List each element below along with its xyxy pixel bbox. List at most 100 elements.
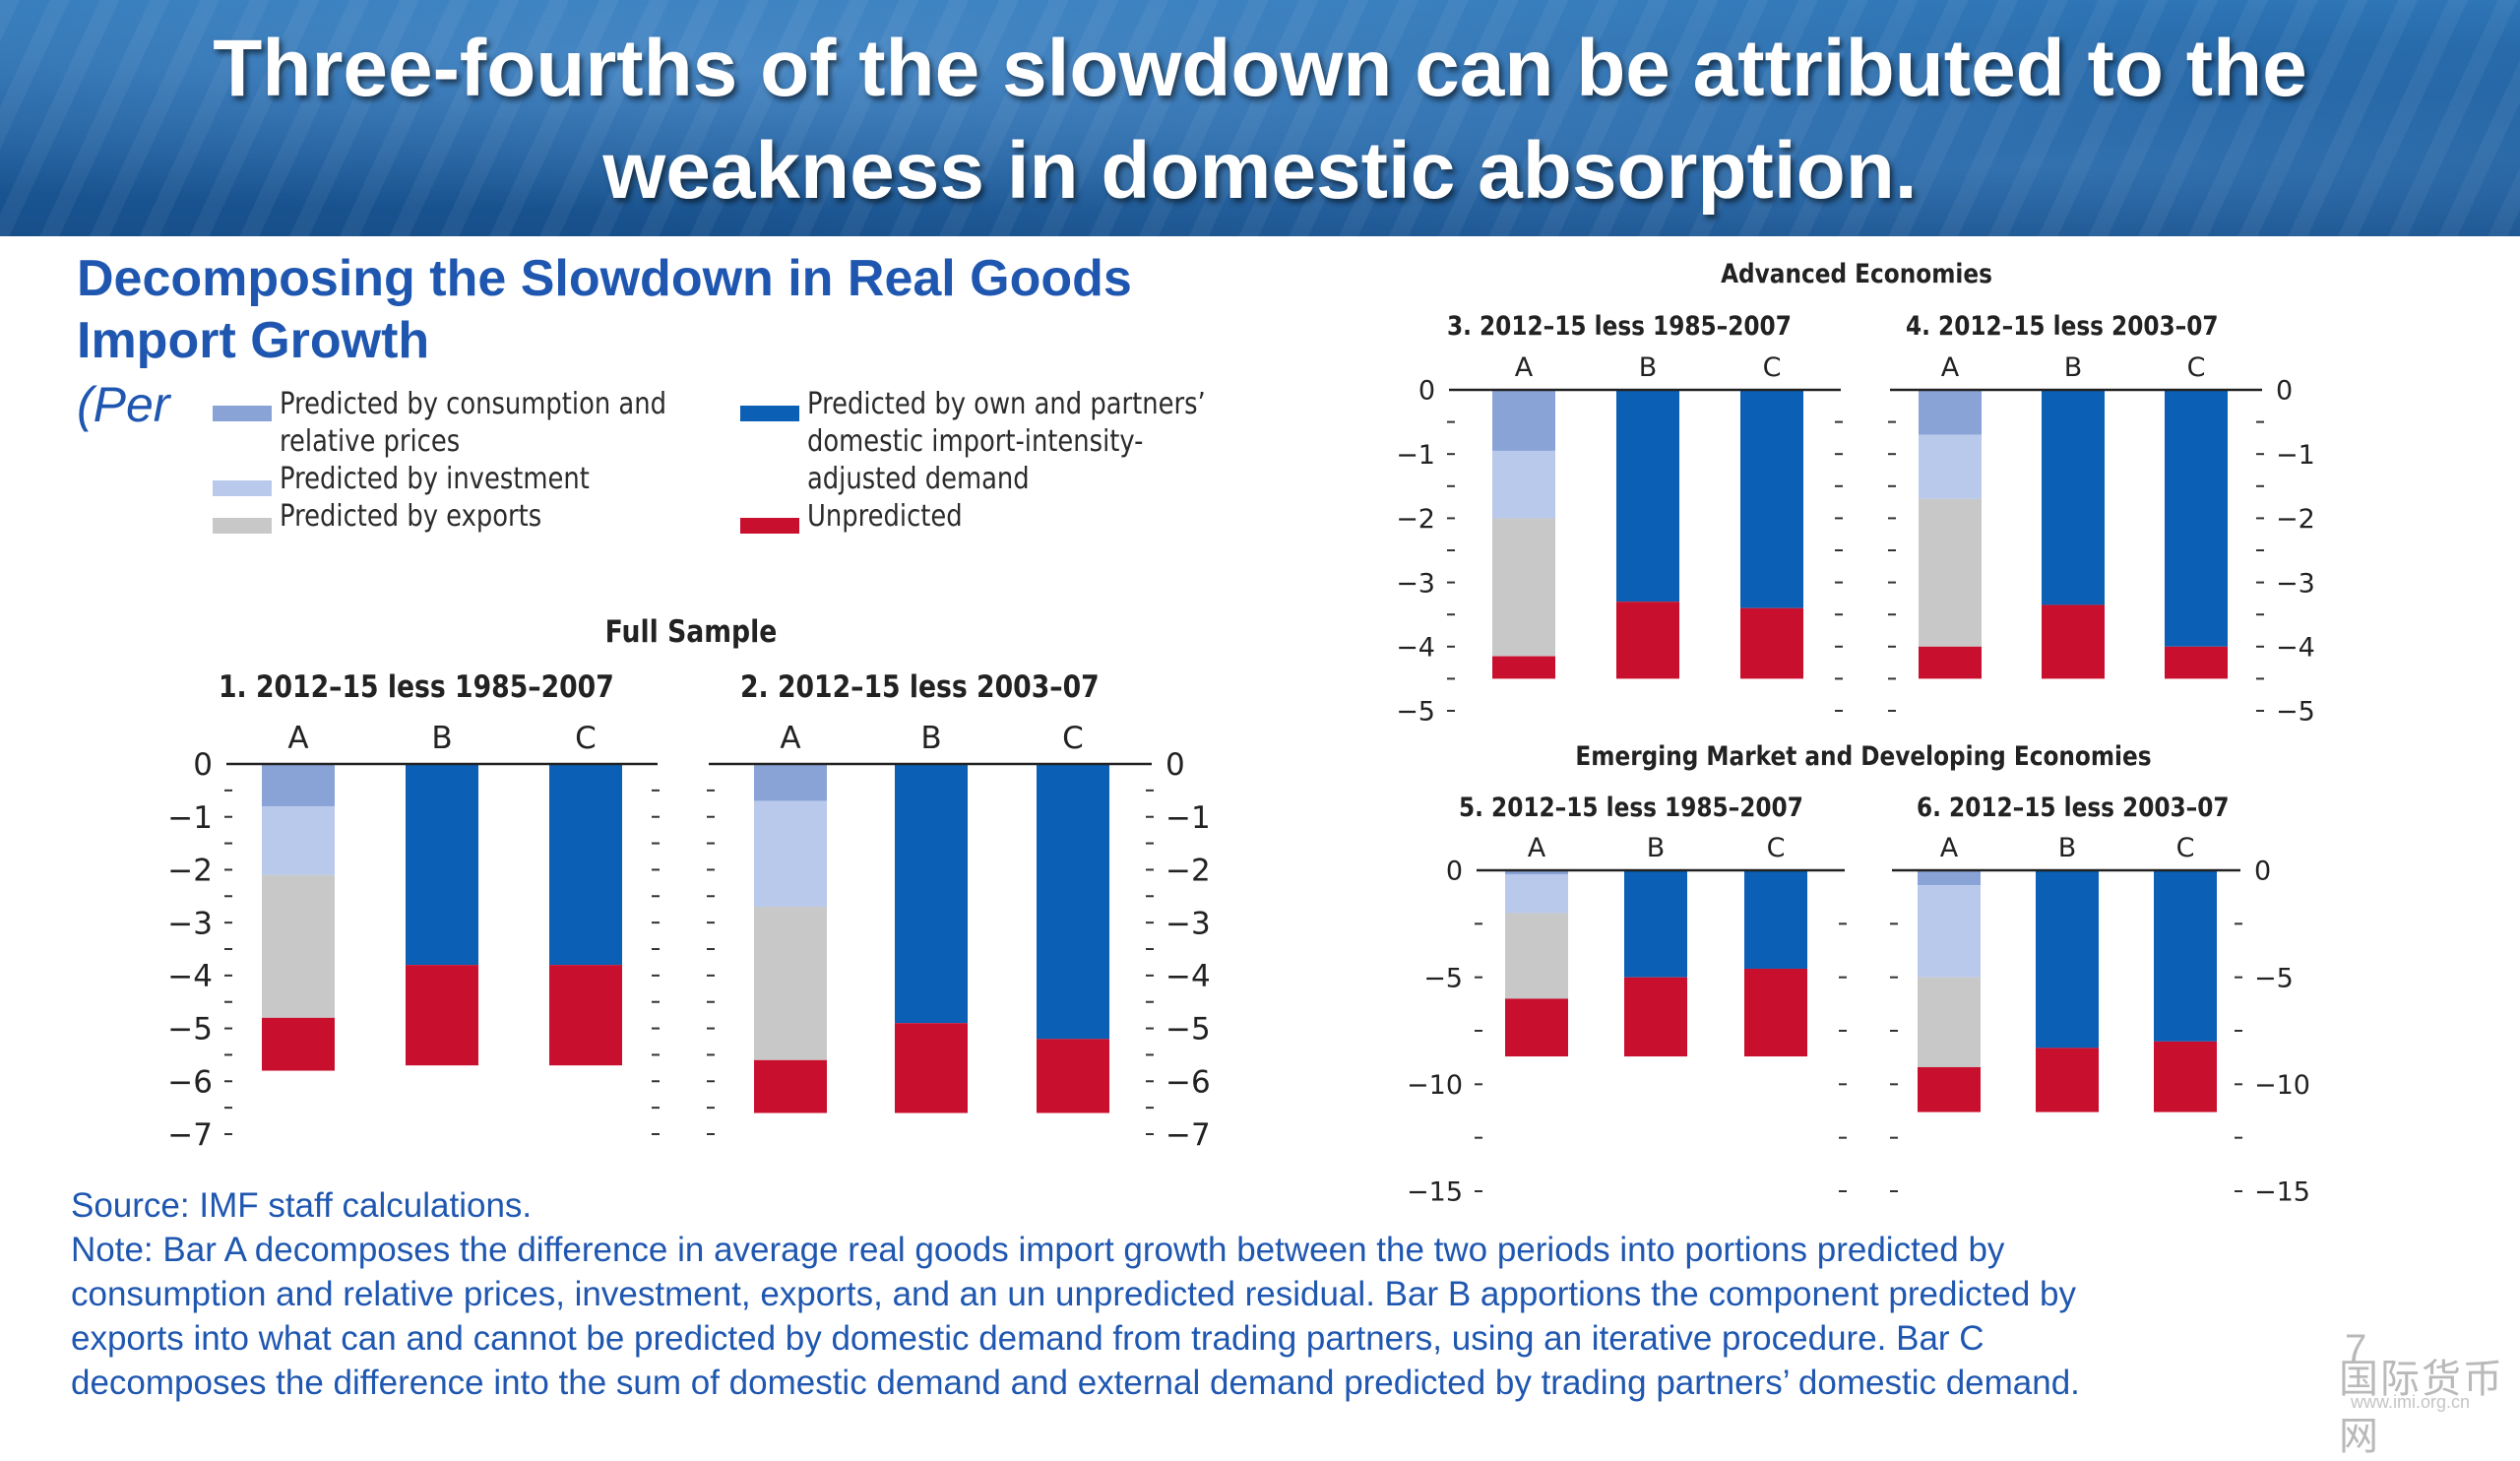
y-tick-label: −1 <box>1166 800 1211 836</box>
bar-A-unpredicted <box>1505 998 1568 1057</box>
figure-subtitle-units: (Per <box>77 377 170 432</box>
y-tick-label: −6 <box>167 1064 213 1100</box>
bar-C-demand <box>2165 390 2228 647</box>
bar-A-investment <box>1492 450 1555 519</box>
bar-B-unpredicted <box>2042 604 2105 679</box>
y-tick-label: −5 <box>1396 697 1435 728</box>
bar-A-investment <box>1918 885 1981 978</box>
category-label-C: C <box>1062 721 1084 756</box>
y-tick-label: −1 <box>2276 440 2315 471</box>
y-tick-label: −2 <box>167 854 213 889</box>
bar-A-exports <box>1919 498 1982 647</box>
y-tick-label: −5 <box>2254 963 2294 993</box>
bar-B-demand <box>1616 390 1679 603</box>
y-tick-label: −15 <box>2254 1177 2310 1208</box>
y-tick-label: −4 <box>1396 633 1435 664</box>
bar-A-investment <box>1505 874 1568 914</box>
bar-C-unpredicted <box>1740 607 1803 679</box>
y-tick-label: −5 <box>167 1012 213 1048</box>
y-tick-label: −5 <box>2276 697 2315 728</box>
category-label-C: C <box>2187 352 2206 383</box>
note-line-1: Note: Bar A decomposes the difference in… <box>71 1231 2005 1269</box>
category-label-A: A <box>780 721 800 756</box>
panel-title: 4. 2012–15 less 2003–07 <box>1906 310 2219 341</box>
category-label-A: A <box>287 721 308 756</box>
chart-panel-4: 4. 2012–15 less 2003–07 A B C 0 −1 −2 −3 −4 −5 <box>1888 310 2315 728</box>
bar-A-consumption <box>1505 870 1568 875</box>
y-tick-label: −2 <box>1166 854 1211 889</box>
bar-B-unpredicted <box>1624 977 1687 1057</box>
group-title-emerging: Emerging Market and Developing Economies <box>1575 740 2151 771</box>
category-label-C: C <box>575 721 597 756</box>
legend-label-demand: adjusted demand <box>807 462 1030 496</box>
panel-title: 3. 2012–15 less 1985–2007 <box>1447 310 1792 341</box>
bar-A-unpredicted <box>1492 656 1555 679</box>
bar-C-unpredicted <box>1744 968 1807 1057</box>
legend-swatch-unpredicted <box>740 518 799 534</box>
y-tick-label: −4 <box>1166 959 1211 994</box>
bar-A-investment <box>754 800 827 908</box>
category-label-B: B <box>431 721 452 756</box>
bar-A-consumption <box>1919 390 1982 435</box>
bar-B-unpredicted <box>406 965 478 1066</box>
legend-label-exports: Predicted by exports <box>280 499 542 534</box>
bar-C-unpredicted <box>1037 1039 1109 1113</box>
panel-title: 1. 2012–15 less 1985–2007 <box>219 668 614 704</box>
bar-B-unpredicted <box>895 1023 968 1113</box>
legend-swatch-demand <box>740 406 799 421</box>
y-tick-label: −3 <box>2276 568 2315 599</box>
figure-title: Decomposing the Slowdown in Real Goods I… <box>77 250 1132 369</box>
bar-C-demand <box>1740 390 1803 608</box>
bar-B-demand <box>1624 870 1687 978</box>
bar-B-demand <box>2036 870 2099 1048</box>
bar-B-demand <box>406 764 478 966</box>
chart-legend: Predicted by consumption and relative pri… <box>209 386 1242 553</box>
y-tick-label: −3 <box>167 906 213 941</box>
y-tick-label: −2 <box>1396 504 1435 535</box>
category-label-C: C <box>2176 833 2195 863</box>
y-tick-label: −1 <box>1396 440 1435 471</box>
panel-title: 6. 2012–15 less 2003–07 <box>1917 792 2230 822</box>
y-tick-label: −1 <box>167 800 213 836</box>
bar-B-demand <box>895 764 968 1024</box>
y-tick-label: 0 <box>1418 376 1435 407</box>
bar-A-unpredicted <box>262 1017 335 1071</box>
y-tick-label: −15 <box>1407 1177 1463 1208</box>
category-label-A: A <box>1528 833 1546 863</box>
bar-A-exports <box>262 874 335 1018</box>
chart-panel-2: 2. 2012–15 less 2003–07 A B C 0 −1 −2 −3 −4 −5 −6 −… <box>707 668 1211 1153</box>
y-tick-label: −4 <box>167 959 213 994</box>
category-label-A: A <box>1515 352 1534 383</box>
y-tick-label: −5 <box>1423 963 1463 993</box>
y-tick-label: −3 <box>1396 568 1435 599</box>
bar-C-demand <box>1744 870 1807 969</box>
category-label-A: A <box>1940 833 1959 863</box>
panel-title: 5. 2012–15 less 1985–2007 <box>1459 792 1803 822</box>
title-banner <box>0 0 2520 236</box>
y-tick-label: 0 <box>1446 857 1463 887</box>
y-tick-label: −5 <box>1166 1012 1211 1048</box>
chart-panels: Full Sample Advanced Economies Emerging … <box>167 258 2315 1208</box>
bar-C-unpredicted <box>2165 646 2228 679</box>
chart-panel-1: 1. 2012–15 less 1985–2007 A B C 0 −1 −2 −3 −4 −5 −… <box>167 668 660 1153</box>
note-line-2: consumption and relative prices, investm… <box>71 1275 2077 1313</box>
bar-A-consumption <box>262 764 335 806</box>
chart-panel-6: 6. 2012–15 less 2003–07 A B C 0 −5 −10 −15 <box>1890 792 2310 1208</box>
y-tick-label: −4 <box>2276 633 2315 664</box>
legend-label-demand: domestic import-intensity- <box>807 424 1144 459</box>
y-tick-label: −3 <box>1166 906 1211 941</box>
bar-A-exports <box>1918 977 1981 1067</box>
legend-swatch-consumption <box>213 406 272 421</box>
y-tick-label: −2 <box>2276 504 2315 535</box>
y-tick-label: 0 <box>193 747 213 783</box>
note-line-3: exports into what can and cannot be pred… <box>71 1319 1984 1358</box>
y-tick-label: −7 <box>167 1117 213 1153</box>
group-title-advanced: Advanced Economies <box>1721 258 1992 288</box>
legend-label-investment: Predicted by investment <box>280 462 590 496</box>
bar-A-exports <box>1492 518 1555 657</box>
y-tick-label: −7 <box>1166 1117 1211 1153</box>
legend-swatch-exports <box>213 518 272 534</box>
y-tick-label: 0 <box>2254 857 2271 887</box>
bar-C-demand <box>2154 870 2217 1042</box>
bar-A-unpredicted <box>1919 646 1982 679</box>
